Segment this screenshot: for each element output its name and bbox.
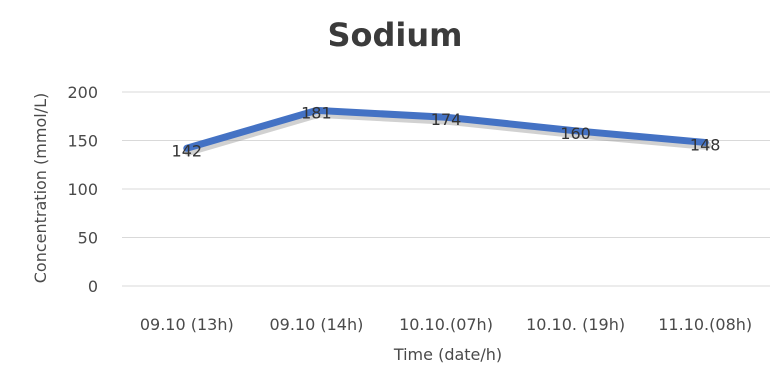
y-tick-labels: 0 50 100 150 200 <box>67 83 98 296</box>
data-label: 160 <box>560 124 591 143</box>
y-axis-label: Concentration (mmol/L) <box>31 93 50 283</box>
x-tick-label: 10.10.(07h) <box>399 315 493 334</box>
data-label: 181 <box>301 103 332 122</box>
data-labels: 142 181 174 160 148 <box>172 103 721 160</box>
y-tick-label: 100 <box>67 180 98 199</box>
y-tick-label: 50 <box>78 229 98 248</box>
x-tick-label: 11.10.(08h) <box>658 315 752 334</box>
x-axis-label: Time (date/h) <box>393 345 502 364</box>
data-label: 142 <box>172 141 203 160</box>
y-tick-label: 200 <box>67 83 98 102</box>
y-tick-label: 0 <box>88 277 98 296</box>
x-tick-label: 10.10. (19h) <box>526 315 625 334</box>
data-label: 148 <box>690 135 721 154</box>
series-line <box>183 106 709 152</box>
chart-title: Sodium <box>327 16 462 54</box>
data-label: 174 <box>431 110 462 129</box>
x-tick-label: 09.10 (13h) <box>140 315 234 334</box>
x-tick-labels: 09.10 (13h) 09.10 (14h) 10.10.(07h) 10.10. … <box>140 315 752 334</box>
series-lines <box>183 106 712 156</box>
x-tick-label: 09.10 (14h) <box>269 315 363 334</box>
y-tick-label: 150 <box>67 132 98 151</box>
